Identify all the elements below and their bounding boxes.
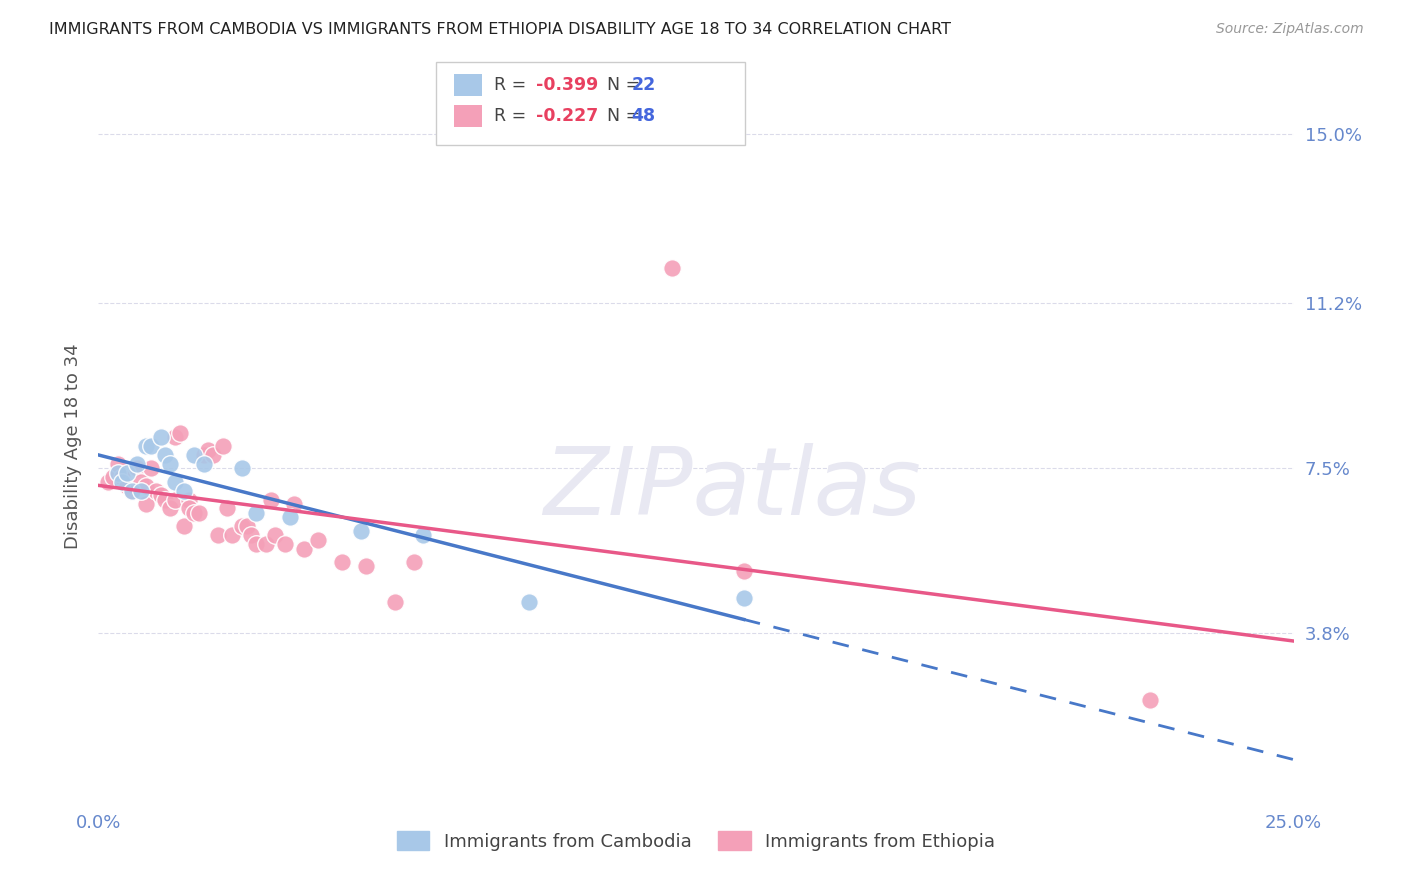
Legend: Immigrants from Cambodia, Immigrants from Ethiopia: Immigrants from Cambodia, Immigrants fro… [389,824,1002,858]
Point [274,537,297,551]
Point [211,439,233,453]
Point [240,528,263,542]
Point [231,519,253,533]
Point [330,555,353,569]
Point [259,492,281,507]
Point [131,475,153,489]
Point [115,466,138,480]
Point [207,528,229,542]
Text: ZIPatlas: ZIPatlas [543,443,921,534]
Point [202,448,225,462]
Point [183,506,205,520]
Point [131,483,153,498]
Point [159,457,181,471]
Point [155,492,177,507]
Point [292,541,315,556]
Point [354,559,377,574]
Point [264,528,287,542]
Point [125,457,148,471]
Point [254,537,277,551]
Y-axis label: Disability Age 18 to 34: Disability Age 18 to 34 [63,343,82,549]
Point [155,448,177,462]
Text: N =: N = [596,107,645,125]
Point [163,475,186,489]
Point [1139,693,1161,707]
Point [217,501,239,516]
Point [283,497,305,511]
Point [149,430,172,444]
Point [139,439,162,453]
Point [125,461,148,475]
Point [135,439,157,453]
Point [235,519,257,533]
Point [193,457,215,471]
Point [173,483,195,498]
Point [245,537,267,551]
Text: -0.399: -0.399 [536,76,598,94]
Point [149,488,172,502]
Point [402,555,425,569]
Point [115,479,138,493]
Point [159,501,181,516]
Point [121,483,143,498]
Point [101,470,124,484]
Point [135,497,157,511]
Point [135,479,157,493]
Point [197,443,219,458]
Point [97,475,120,489]
Point [231,461,253,475]
Point [307,533,329,547]
Point [163,492,186,507]
Text: Source: ZipAtlas.com: Source: ZipAtlas.com [1216,22,1364,37]
Point [111,475,134,489]
Point [350,524,373,538]
Text: 48: 48 [631,107,655,125]
Point [187,506,209,520]
Point [517,595,540,609]
Text: N =: N = [596,76,645,94]
Point [278,510,301,524]
Point [733,564,755,578]
Point [179,492,201,507]
Text: R =: R = [494,107,531,125]
Point [193,448,215,462]
Text: IMMIGRANTS FROM CAMBODIA VS IMMIGRANTS FROM ETHIOPIA DISABILITY AGE 18 TO 34 COR: IMMIGRANTS FROM CAMBODIA VS IMMIGRANTS F… [49,22,952,37]
Point [173,519,195,533]
Text: 22: 22 [631,76,655,94]
Point [111,470,134,484]
Text: -0.227: -0.227 [536,107,598,125]
Point [661,260,683,275]
Point [107,457,129,471]
Point [384,595,406,609]
Point [169,425,191,440]
Point [412,528,434,542]
Point [183,448,205,462]
Point [179,501,201,516]
Point [733,591,755,605]
Point [221,528,243,542]
Point [245,506,267,520]
Text: R =: R = [494,76,531,94]
Point [145,483,167,498]
Point [163,430,186,444]
Point [107,466,129,480]
Point [121,483,143,498]
Point [139,461,162,475]
